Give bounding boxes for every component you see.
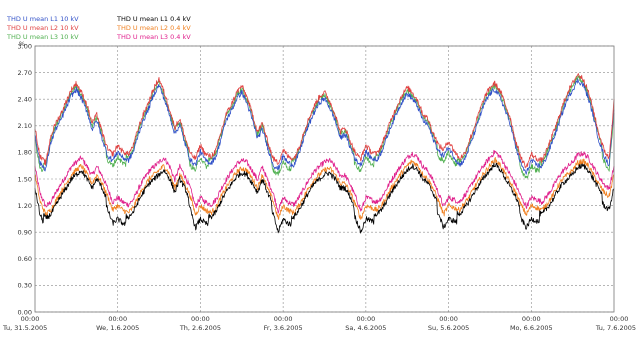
x-tick-date-4: Sa, 4.6.2005 (345, 324, 386, 332)
x-tick-date-6: Mo, 6.6.2005 (510, 324, 553, 332)
series-line-5 (34, 156, 615, 220)
y-tick-label-1: 0.30 (18, 282, 32, 290)
plot-frame (34, 45, 615, 313)
x-tick-time-1: 00:00 (108, 315, 127, 323)
legend-entry-2: THD U mean L2 10 kV (6, 24, 79, 32)
legend-entry-4: THD U mean L1 0.4 kV (116, 15, 191, 23)
y-tick-label-3: 0.90 (18, 229, 32, 237)
x-tick-time-3: 00:00 (274, 315, 293, 323)
y-axis: 0.00 0.30 0.60 0.90 1.20 1.50 1.80 2.10 2.40 2.70… (18, 42, 32, 316)
y-axis-unit: % (19, 40, 25, 48)
x-tick-time-2: 00:00 (191, 315, 210, 323)
series-line-3 (34, 75, 615, 179)
x-tick-time-7: 00:00 (610, 315, 629, 323)
grid (35, 45, 614, 313)
x-tick-date-5: Su, 5.6.2005 (428, 324, 469, 332)
series-line-6 (34, 149, 615, 214)
x-tick-time-6: 00:00 (522, 315, 541, 323)
series-line-4 (34, 162, 615, 234)
x-tick-date-2: Th, 2.6.2005 (179, 324, 221, 332)
y-tick-label-7: 2.10 (18, 122, 32, 130)
y-tick-label-8: 2.40 (18, 96, 32, 104)
x-tick-time-5: 00:00 (439, 315, 458, 323)
y-tick-label-2: 0.60 (18, 255, 32, 263)
x-tick-date-3: Fr, 3.6.2005 (264, 324, 303, 332)
x-tick-date-0: Tu, 31.5.2005 (2, 324, 47, 332)
x-tick-date-7: Tu, 7.6.2005 (595, 324, 636, 332)
x-tick-date-1: We, 1.6.2005 (96, 324, 139, 332)
legend-entry-5: THD U mean L2 0.4 kV (116, 24, 191, 32)
y-tick-label-4: 1.20 (18, 202, 32, 210)
legend-entry-6: THD U mean L3 0.4 kV (116, 33, 191, 41)
x-tick-time-4: 00:00 (356, 315, 375, 323)
series-line-1 (34, 78, 615, 175)
y-tick-label-5: 1.50 (18, 175, 32, 183)
legend-entry-3: THD U mean L3 10 kV (6, 33, 79, 41)
y-tick-label-10: 3.00 (18, 42, 32, 50)
y-tick-label-6: 1.80 (18, 149, 32, 157)
series-line-2 (34, 73, 615, 169)
y-tick-label-9: 2.70 (18, 69, 32, 77)
series-layer (34, 73, 615, 234)
y-tick-label-0: 0.00 (18, 308, 32, 316)
x-tick-time-0: 00:00 (21, 315, 40, 323)
legend-entry-1: THD U mean L1 10 kV (6, 15, 79, 23)
